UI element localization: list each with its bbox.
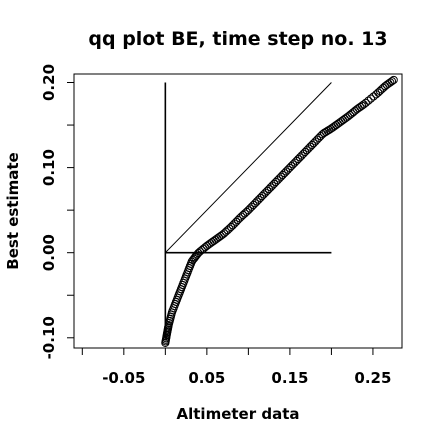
- plot-frame: [73, 73, 403, 349]
- y-axis: -0.10 0.00 0.10 0.20: [40, 64, 74, 359]
- data-points: [161, 75, 398, 347]
- x-axis: -0.05 0.05 0.15 0.25: [81, 348, 391, 387]
- reference-lines: [164, 82, 332, 338]
- data-point: [193, 250, 202, 259]
- y-axis-label: Best estimate: [4, 152, 22, 269]
- data-point: [389, 75, 398, 85]
- y-tick-label: 0.20: [40, 64, 58, 101]
- x-tick-label: 0.15: [271, 369, 308, 387]
- data-point: [387, 77, 397, 86]
- y-tick-label: -0.10: [40, 316, 58, 359]
- reference-line-identity: [164, 82, 332, 254]
- data-point: [361, 98, 370, 107]
- x-tick-label: 0.25: [354, 369, 391, 387]
- x-tick-label: 0.05: [188, 369, 225, 387]
- chart-title: qq plot BE, time step no. 13: [88, 28, 387, 50]
- data-point: [366, 94, 376, 103]
- x-tick-label: -0.05: [102, 369, 145, 387]
- x-axis-label: Altimeter data: [177, 405, 300, 423]
- y-tick-label: 0.00: [40, 234, 58, 271]
- data-point: [364, 96, 373, 105]
- y-tick-label: 0.10: [40, 149, 58, 186]
